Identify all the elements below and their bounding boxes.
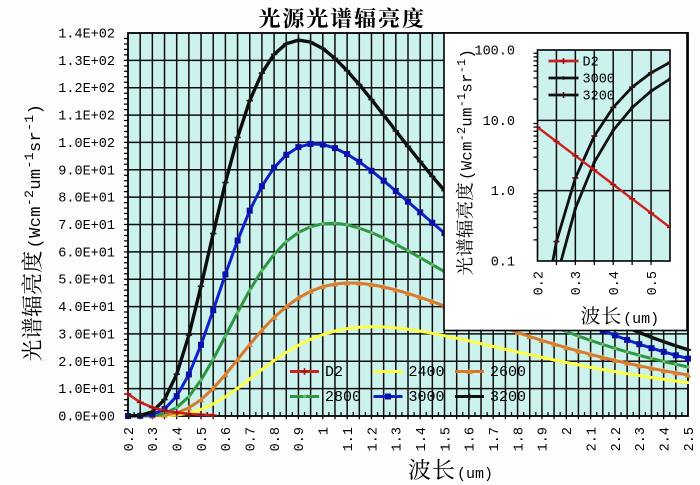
svg-text:1.2: 1.2 bbox=[366, 427, 381, 451]
svg-text:2400: 2400 bbox=[409, 364, 445, 381]
svg-text:1.9: 1.9 bbox=[537, 427, 552, 451]
svg-text:7.0E+01: 7.0E+01 bbox=[58, 219, 115, 234]
svg-text:1.3: 1.3 bbox=[391, 427, 406, 451]
svg-text:2.3: 2.3 bbox=[634, 427, 649, 451]
svg-text:0.5: 0.5 bbox=[646, 271, 661, 295]
svg-text:1.1: 1.1 bbox=[342, 427, 357, 451]
svg-text:1.4: 1.4 bbox=[415, 427, 430, 451]
svg-text:0.4: 0.4 bbox=[608, 271, 623, 295]
svg-text:6.0E+01: 6.0E+01 bbox=[58, 246, 115, 261]
svg-text:1.0E+01: 1.0E+01 bbox=[58, 383, 115, 398]
svg-text:0.4: 0.4 bbox=[172, 427, 187, 451]
svg-text:D2: D2 bbox=[325, 364, 343, 381]
svg-text:2: 2 bbox=[561, 427, 576, 435]
svg-text:(um): (um) bbox=[457, 466, 493, 483]
svg-text:1.8: 1.8 bbox=[512, 427, 527, 451]
svg-text:2600: 2600 bbox=[490, 364, 526, 381]
svg-text:1.2E+02: 1.2E+02 bbox=[58, 82, 115, 97]
svg-text:1.4E+02: 1.4E+02 bbox=[58, 28, 115, 43]
svg-text:0.1: 0.1 bbox=[491, 256, 515, 271]
svg-text:3.0E+01: 3.0E+01 bbox=[58, 328, 115, 343]
svg-text:2800: 2800 bbox=[325, 389, 361, 406]
svg-text:1.1E+02: 1.1E+02 bbox=[58, 110, 115, 125]
svg-text:100.0: 100.0 bbox=[474, 45, 515, 60]
svg-text:1.6: 1.6 bbox=[464, 427, 479, 451]
svg-text:0.3: 0.3 bbox=[147, 427, 162, 451]
svg-text:1.0E+02: 1.0E+02 bbox=[58, 137, 115, 152]
svg-text:3000: 3000 bbox=[583, 73, 615, 88]
svg-text:1.7: 1.7 bbox=[488, 427, 503, 451]
svg-text:1.5: 1.5 bbox=[439, 427, 454, 451]
svg-text:0.9: 0.9 bbox=[293, 427, 308, 451]
svg-text:8.0E+01: 8.0E+01 bbox=[58, 192, 115, 207]
svg-text:10.0: 10.0 bbox=[483, 115, 515, 130]
svg-text:0.6: 0.6 bbox=[220, 427, 235, 451]
svg-text:2.1: 2.1 bbox=[585, 427, 600, 451]
svg-text:0.7: 0.7 bbox=[245, 427, 260, 451]
svg-text:0.3: 0.3 bbox=[570, 271, 585, 295]
svg-text:2.4: 2.4 bbox=[659, 427, 674, 451]
svg-text:(Wcm-2um-1sr-1): (Wcm-2um-1sr-1) bbox=[456, 49, 477, 180]
svg-text:3200: 3200 bbox=[490, 389, 526, 406]
svg-text:2.0E+01: 2.0E+01 bbox=[58, 356, 115, 371]
svg-text:1.3E+02: 1.3E+02 bbox=[58, 55, 115, 70]
svg-text:D2: D2 bbox=[583, 56, 599, 71]
svg-text:5.0E+01: 5.0E+01 bbox=[58, 274, 115, 289]
svg-text:0.2: 0.2 bbox=[532, 271, 547, 295]
svg-text:0.0E+00: 0.0E+00 bbox=[58, 411, 115, 426]
svg-text:3200: 3200 bbox=[583, 90, 615, 105]
svg-text:0.8: 0.8 bbox=[269, 427, 284, 451]
svg-text:1.0: 1.0 bbox=[491, 185, 515, 200]
svg-text:9.0E+01: 9.0E+01 bbox=[58, 164, 115, 179]
svg-text:0.2: 0.2 bbox=[123, 427, 138, 451]
svg-text:1: 1 bbox=[318, 427, 333, 435]
svg-text:2.5: 2.5 bbox=[683, 427, 698, 451]
svg-text:4.0E+01: 4.0E+01 bbox=[58, 301, 115, 316]
svg-text:3000: 3000 bbox=[409, 389, 445, 406]
svg-text:2.2: 2.2 bbox=[610, 427, 625, 451]
svg-text:0.5: 0.5 bbox=[196, 427, 211, 451]
svg-text:(um): (um) bbox=[623, 311, 659, 328]
